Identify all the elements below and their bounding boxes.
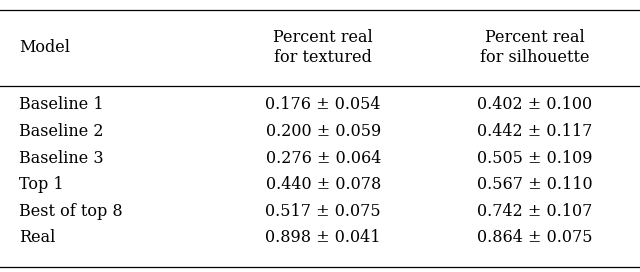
Text: Baseline 1: Baseline 1 bbox=[19, 96, 104, 113]
Text: 0.442 ± 0.117: 0.442 ± 0.117 bbox=[477, 123, 592, 140]
Text: Top 1: Top 1 bbox=[19, 176, 64, 193]
Text: Model: Model bbox=[19, 39, 70, 56]
Text: 0.176 ± 0.054: 0.176 ± 0.054 bbox=[266, 96, 381, 113]
Text: 0.898 ± 0.041: 0.898 ± 0.041 bbox=[266, 230, 381, 246]
Text: 0.505 ± 0.109: 0.505 ± 0.109 bbox=[477, 150, 592, 166]
Text: Baseline 3: Baseline 3 bbox=[19, 150, 104, 166]
Text: Best of top 8: Best of top 8 bbox=[19, 203, 123, 220]
Text: 0.440 ± 0.078: 0.440 ± 0.078 bbox=[266, 176, 381, 193]
Text: 0.276 ± 0.064: 0.276 ± 0.064 bbox=[266, 150, 381, 166]
Text: Real: Real bbox=[19, 230, 56, 246]
Text: 0.864 ± 0.075: 0.864 ± 0.075 bbox=[477, 230, 592, 246]
Text: Percent real
for textured: Percent real for textured bbox=[273, 29, 373, 66]
Text: Percent real
for silhouette: Percent real for silhouette bbox=[479, 29, 589, 66]
Text: 0.402 ± 0.100: 0.402 ± 0.100 bbox=[477, 96, 592, 113]
Text: Baseline 2: Baseline 2 bbox=[19, 123, 104, 140]
Text: 0.517 ± 0.075: 0.517 ± 0.075 bbox=[266, 203, 381, 220]
Text: 0.742 ± 0.107: 0.742 ± 0.107 bbox=[477, 203, 592, 220]
Text: 0.200 ± 0.059: 0.200 ± 0.059 bbox=[266, 123, 381, 140]
Text: 0.567 ± 0.110: 0.567 ± 0.110 bbox=[477, 176, 592, 193]
